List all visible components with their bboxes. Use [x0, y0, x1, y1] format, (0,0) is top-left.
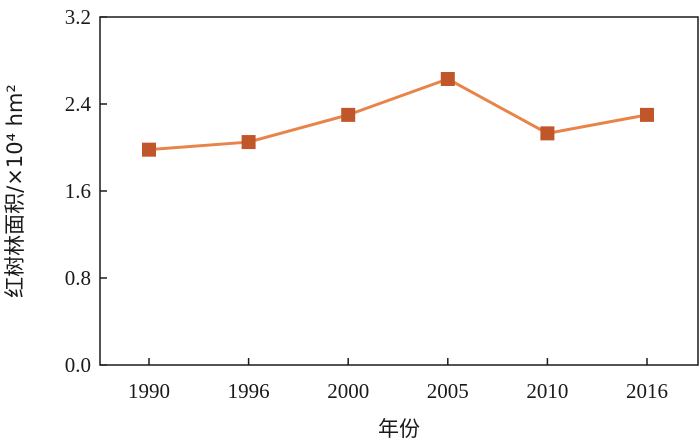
data-point-marker	[341, 107, 356, 122]
y-axis-ticks: 0.0 0.8 1.6 2.4 3.2	[65, 5, 107, 377]
x-axis-ticks: 1990 1996 2000 2005 2010 2016	[128, 358, 668, 403]
y-tick-label: 0.8	[65, 266, 91, 290]
plot-frame	[99, 16, 699, 366]
data-point-marker	[142, 142, 156, 157]
plot-area	[99, 16, 699, 366]
x-tick-label: 2005	[427, 379, 469, 403]
data-point-marker	[540, 126, 555, 141]
data-point-marker	[440, 71, 455, 86]
y-tick-label: 3.2	[65, 5, 91, 29]
series-line	[148, 77, 648, 152]
y-tick-label: 1.6	[65, 179, 91, 203]
data-point-marker	[241, 135, 256, 150]
y-tick-label: 0.0	[65, 353, 91, 377]
y-tick-label: 2.4	[65, 92, 92, 116]
data-point-marker	[640, 107, 654, 122]
x-axis-title: 年份	[378, 417, 420, 441]
x-tick-label: 2000	[327, 379, 369, 403]
y-axis-title: 红树林面积/×10⁴ hm²	[3, 84, 27, 298]
series-layer	[142, 71, 654, 157]
x-tick-label: 1990	[128, 379, 170, 403]
x-tick-label: 1996	[228, 379, 270, 403]
x-tick-label: 2010	[526, 379, 568, 403]
x-tick-label: 2016	[626, 379, 668, 403]
